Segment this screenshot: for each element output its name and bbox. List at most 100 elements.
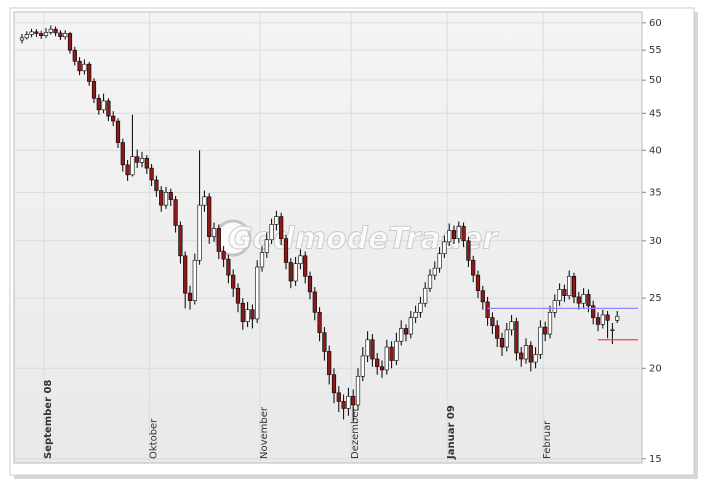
candle-body: [475, 274, 481, 291]
candle-body: [259, 252, 265, 268]
candle-body: [471, 259, 476, 276]
y-tick-label: 60: [649, 18, 662, 29]
candle-body: [423, 287, 428, 304]
candle-body: [24, 34, 29, 39]
candle-body: [264, 239, 269, 253]
candle-body: [163, 192, 169, 206]
candle-body: [168, 192, 173, 200]
candle-body: [610, 329, 615, 331]
candle-body: [226, 258, 231, 276]
candle-body: [543, 326, 548, 335]
candle-body: [351, 395, 356, 406]
candle-body: [178, 225, 183, 257]
candle-body: [82, 63, 87, 72]
y-tick-label: 55: [649, 45, 662, 56]
candle-body: [461, 226, 466, 242]
candle-body: [418, 302, 423, 313]
candle-body: [331, 374, 337, 394]
candle-body: [586, 294, 591, 307]
candle-body: [312, 291, 317, 313]
candle-body: [384, 346, 389, 371]
candle-body: [192, 259, 197, 301]
candle-body: [394, 340, 399, 361]
candle-body: [269, 224, 274, 241]
candle-body: [197, 204, 202, 261]
candle-body: [605, 314, 610, 321]
candle-body: [221, 251, 226, 260]
candle-body: [130, 156, 135, 176]
x-tick-label: Oktober: [149, 418, 160, 459]
candle-body: [595, 317, 601, 325]
candle-body: [63, 33, 68, 38]
candle-body: [48, 28, 53, 33]
y-tick-label: 40: [649, 145, 662, 156]
candle-body: [19, 37, 25, 41]
x-tick-label: Januar 09: [446, 405, 457, 460]
candle-body: [552, 300, 557, 313]
candle-body: [447, 230, 452, 243]
candle-body: [187, 292, 193, 301]
candle-body: [240, 302, 245, 322]
candle-body: [370, 339, 375, 360]
candle-body: [87, 63, 92, 82]
y-tick-label: 30: [649, 236, 662, 247]
candle-body: [288, 262, 293, 282]
candle-body: [442, 241, 447, 254]
candle-body: [355, 375, 361, 406]
candle-body: [154, 179, 159, 191]
x-tick-label: Dezember: [350, 407, 361, 459]
x-tick-label: September 08: [43, 380, 54, 459]
candle-body: [115, 120, 121, 143]
candle-body: [547, 311, 553, 335]
candle-body: [293, 263, 298, 282]
candle-body: [389, 346, 394, 361]
candle-body: [135, 156, 140, 163]
candle-body: [144, 157, 149, 169]
candle-body: [341, 401, 346, 409]
candle-body: [106, 100, 111, 117]
candle-body: [231, 274, 236, 289]
candle-body: [91, 81, 97, 99]
candle-body: [485, 301, 490, 318]
candle-body: [557, 289, 562, 301]
candle-body: [567, 275, 572, 296]
candle-body: [576, 296, 581, 304]
candle-body: [77, 60, 82, 72]
candle-body: [211, 228, 217, 237]
candle-body: [96, 97, 101, 111]
candle-body: [274, 216, 279, 225]
candle-body: [216, 228, 221, 252]
candle-body: [245, 309, 250, 322]
candle-body: [67, 33, 73, 51]
candle-body: [375, 358, 380, 368]
x-tick-label: Februar: [542, 420, 553, 459]
candle-body: [29, 31, 34, 35]
candle-body: [538, 326, 543, 355]
candle-body: [53, 28, 58, 34]
y-tick-label: 35: [649, 187, 662, 198]
candle-body: [413, 311, 418, 318]
y-tick-label: 25: [649, 293, 662, 304]
candle-body: [499, 338, 505, 348]
x-tick-label: November: [259, 406, 270, 459]
candle-body: [317, 311, 322, 333]
candle-body: [504, 329, 509, 348]
candle-body: [451, 230, 457, 240]
candle-body: [250, 309, 255, 320]
candle-body: [490, 317, 495, 327]
candle-body: [101, 100, 106, 111]
watermark-logo: [214, 219, 252, 257]
candle-body: [399, 328, 404, 342]
candle-body: [283, 238, 289, 263]
candle-body: [159, 190, 164, 206]
candle-body: [519, 352, 524, 360]
candle-body: [466, 240, 471, 261]
candle-body: [437, 253, 442, 269]
candle-body: [533, 354, 538, 363]
candle-body: [298, 255, 303, 264]
candle-body: [379, 366, 385, 371]
candle-body: [149, 167, 154, 181]
candle-body: [562, 289, 567, 296]
grid: [14, 12, 642, 463]
